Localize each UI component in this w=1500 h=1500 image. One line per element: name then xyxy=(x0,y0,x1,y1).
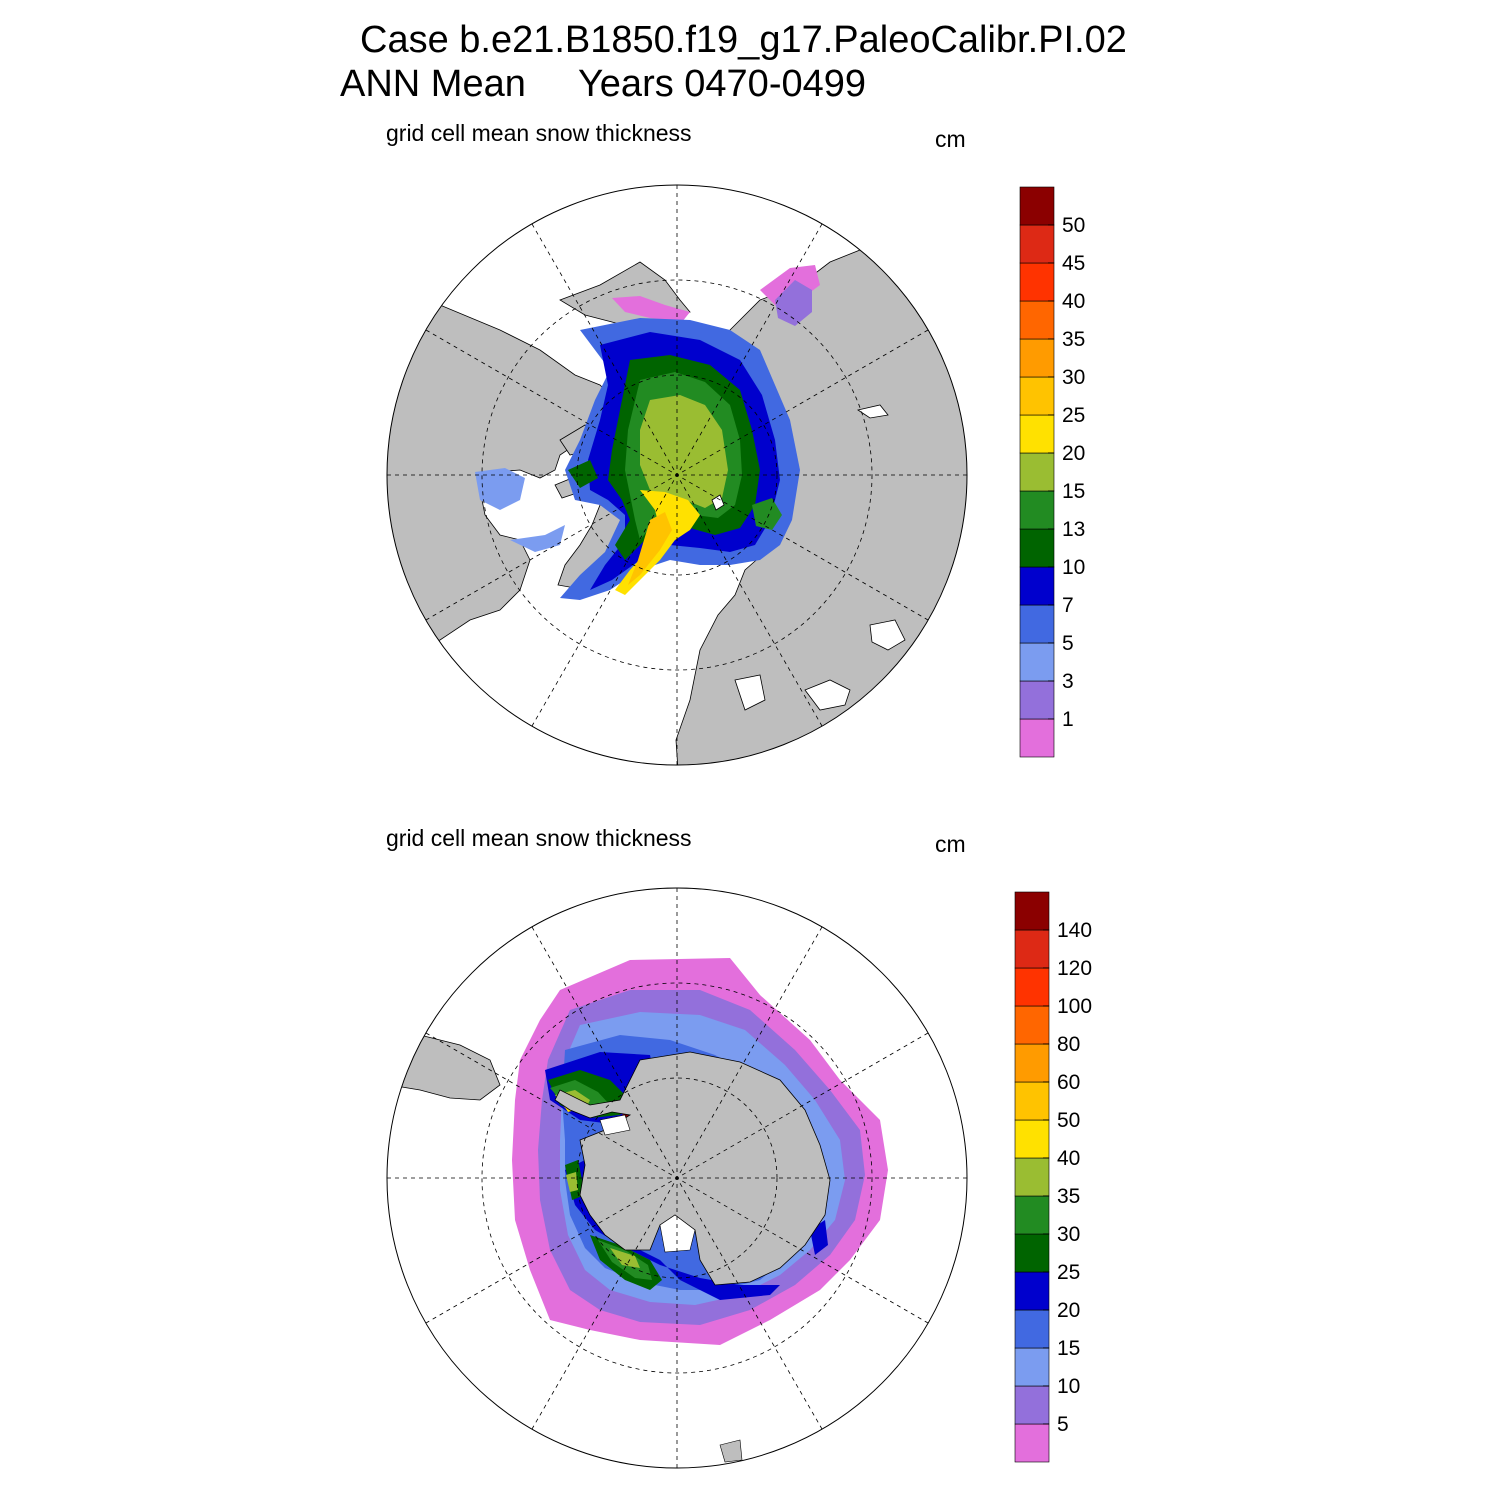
south-colorbar-swatch-2 xyxy=(1014,1347,1050,1387)
south-colorbar-swatch-3 xyxy=(1014,1309,1050,1349)
north-colorbar-label-12: 45 xyxy=(1062,252,1085,275)
case-title: Case b.e21.B1850.f19_g17.PaleoCalibr.PI.… xyxy=(360,19,1127,61)
south-colorbar-swatch-4 xyxy=(1014,1271,1050,1311)
south-colorbar-swatch-6 xyxy=(1014,1195,1050,1235)
south-colorbar-label-3: 20 xyxy=(1057,1299,1080,1322)
north-colorbar-label-4: 10 xyxy=(1062,556,1085,579)
south-colorbar-label-1: 10 xyxy=(1057,1375,1080,1398)
north-colorbar-swatch-3 xyxy=(1019,604,1055,644)
north-colorbar-swatch-14 xyxy=(1019,186,1055,226)
north-colorbar-label-13: 50 xyxy=(1062,214,1085,237)
south-colorbar-swatch-0 xyxy=(1014,1423,1050,1463)
north-colorbar-swatch-1 xyxy=(1019,680,1055,720)
north-colorbar-label-9: 30 xyxy=(1062,366,1085,389)
north-colorbar-swatch-7 xyxy=(1019,452,1055,492)
south-colorbar-swatch-13 xyxy=(1014,929,1050,969)
north-colorbar-swatch-13 xyxy=(1019,224,1055,264)
north-panel-title: grid cell mean snow thickness xyxy=(386,120,692,146)
south-colorbar-swatch-12 xyxy=(1014,967,1050,1007)
north-america-landmass xyxy=(387,299,616,661)
north-colorbar-label-11: 40 xyxy=(1062,290,1085,313)
south-colorbar-label-0: 5 xyxy=(1057,1413,1069,1436)
south-colorbar-label-7: 40 xyxy=(1057,1147,1080,1170)
south-colorbar-swatch-10 xyxy=(1014,1043,1050,1083)
south-colorbar-label-4: 25 xyxy=(1057,1261,1080,1284)
north-colorbar-swatch-9 xyxy=(1019,376,1055,416)
south-colorbar-label-5: 30 xyxy=(1057,1223,1080,1246)
south-panel-units: cm xyxy=(935,831,966,857)
north-colorbar-label-8: 25 xyxy=(1062,404,1085,427)
north-colorbar-swatch-5 xyxy=(1019,528,1055,568)
north-colorbar-swatch-8 xyxy=(1019,414,1055,454)
south-colorbar: 5 10 15 20 25 30 35 40 50 60 80 100 120 140 xyxy=(1014,891,1092,1463)
north-colorbar-swatch-12 xyxy=(1019,262,1055,302)
north-colorbar-label-1: 3 xyxy=(1062,670,1074,693)
north-colorbar-label-0: 1 xyxy=(1062,708,1074,731)
north-colorbar-swatch-10 xyxy=(1019,338,1055,378)
south-colorbar-label-2: 15 xyxy=(1057,1337,1080,1360)
south-colorbar-swatch-5 xyxy=(1014,1233,1050,1273)
north-colorbar-swatch-0 xyxy=(1019,718,1055,758)
figure-title: Case b.e21.B1850.f19_g17.PaleoCalibr.PI.… xyxy=(340,18,1127,106)
north-colorbar-label-5: 13 xyxy=(1062,518,1085,541)
south-colorbar-label-8: 50 xyxy=(1057,1109,1080,1132)
south-panel-title: grid cell mean snow thickness xyxy=(386,825,692,851)
south-graticule xyxy=(387,888,967,1468)
south-colorbar-label-9: 60 xyxy=(1057,1071,1080,1094)
south-colorbar-label-13: 140 xyxy=(1057,919,1092,942)
north-colorbar-swatch-2 xyxy=(1019,642,1055,682)
north-colorbar-label-7: 20 xyxy=(1062,442,1085,465)
south-polar-map xyxy=(386,887,968,1469)
north-graticule xyxy=(387,185,967,765)
south-colorbar-swatch-14 xyxy=(1014,891,1050,931)
north-panel-units: cm xyxy=(935,126,966,152)
south-colorbar-label-12: 120 xyxy=(1057,957,1092,980)
north-colorbar-swatch-6 xyxy=(1019,490,1055,530)
south-colorbar-label-6: 35 xyxy=(1057,1185,1080,1208)
north-colorbar-label-10: 35 xyxy=(1062,328,1085,351)
north-colorbar-swatch-4 xyxy=(1019,566,1055,606)
south-colorbar-swatch-1 xyxy=(1014,1385,1050,1425)
south-colorbar-swatch-9 xyxy=(1014,1081,1050,1121)
north-snow-field xyxy=(475,265,820,600)
south-colorbar-swatch-8 xyxy=(1014,1119,1050,1159)
period-title: ANN Mean Years 0470-0499 xyxy=(340,63,867,105)
north-colorbar-label-6: 15 xyxy=(1062,480,1085,503)
south-colorbar-swatch-11 xyxy=(1014,1005,1050,1045)
south-colorbar-label-11: 100 xyxy=(1057,995,1092,1018)
north-colorbar-label-3: 7 xyxy=(1062,594,1074,617)
south-colorbar-label-10: 80 xyxy=(1057,1033,1080,1056)
north-colorbar-swatch-11 xyxy=(1019,300,1055,340)
north-polar-map xyxy=(386,184,968,766)
north-colorbar-label-2: 5 xyxy=(1062,632,1074,655)
south-colorbar-swatch-7 xyxy=(1014,1157,1050,1197)
